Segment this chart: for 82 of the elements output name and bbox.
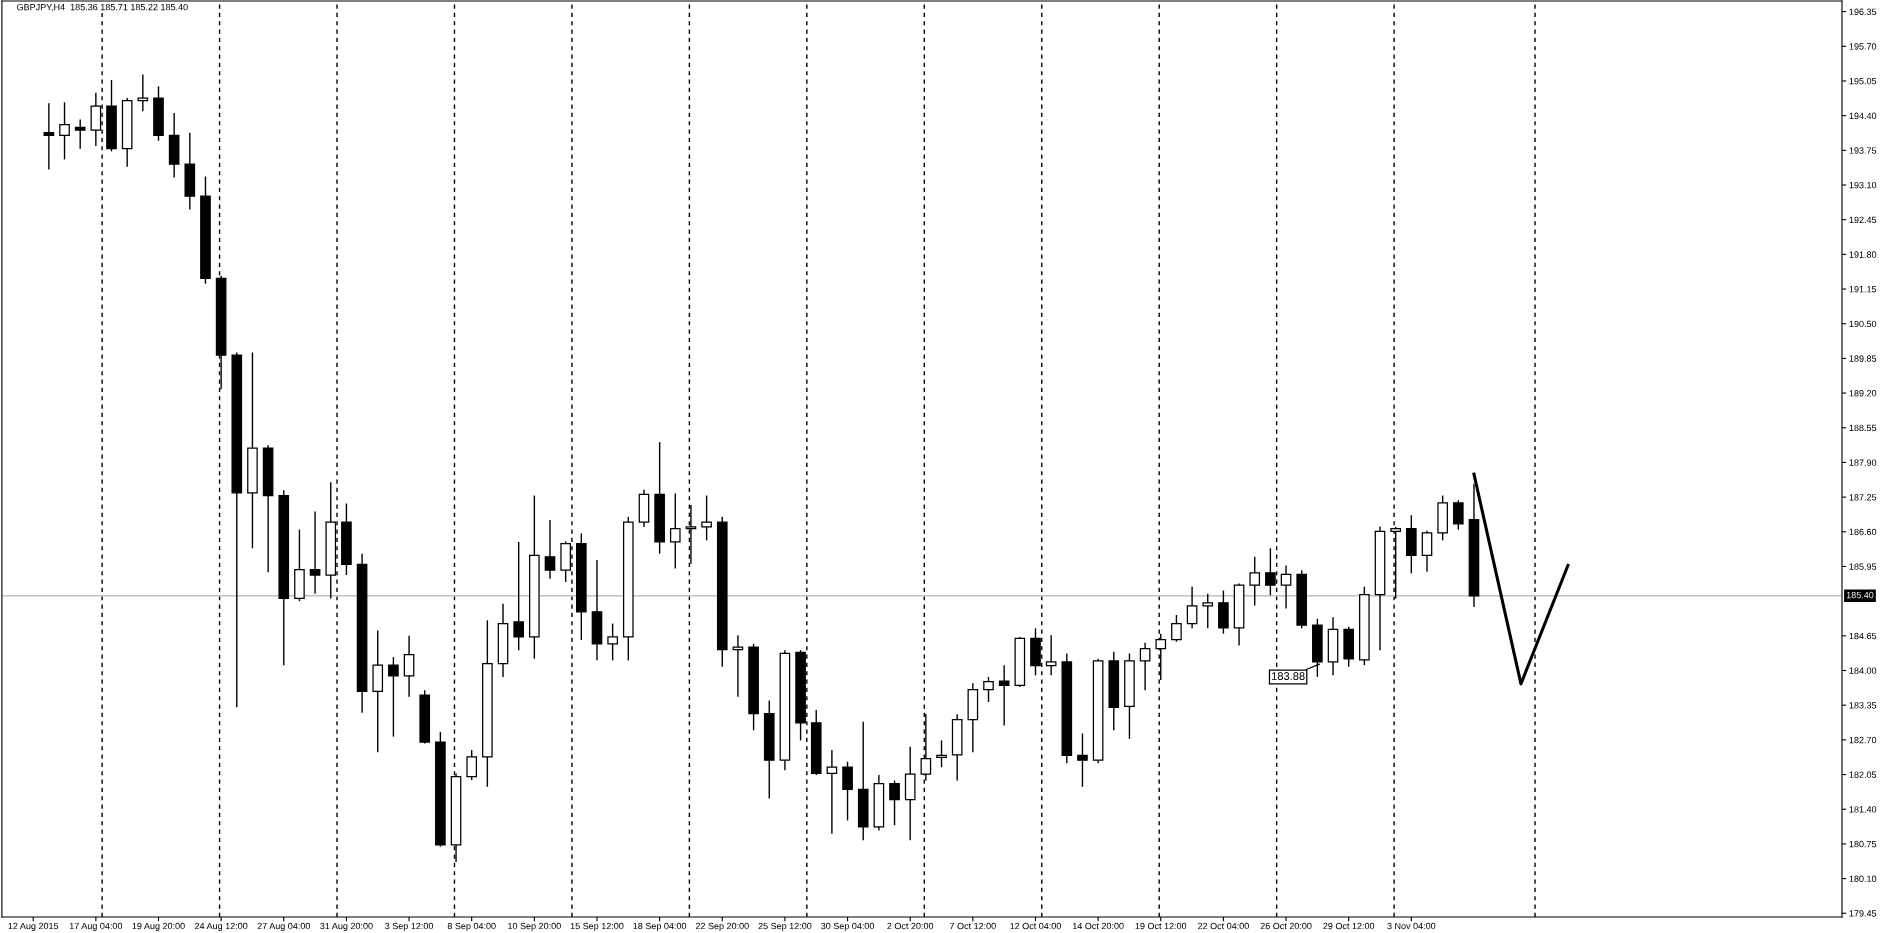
x-tick-label: 12 Aug 2015	[8, 922, 59, 931]
y-tick-label: 180.75	[1849, 840, 1877, 848]
x-tick-label: 30 Sep 04:00	[821, 922, 875, 931]
x-tick-label: 18 Sep 04:00	[633, 922, 687, 931]
annotation: 183.88	[1271, 672, 1305, 680]
candlestick	[669, 492, 681, 570]
y-tick-label: 191.80	[1849, 251, 1877, 258]
candlestick	[74, 118, 86, 150]
x-tick-label: 2 Oct 20:00	[887, 922, 934, 930]
chart-title: GBPJPY,H4 185.36 185.71 185.22 185.40	[17, 3, 188, 12]
x-tick-label: 14 Oct 20:00	[1072, 922, 1124, 930]
candlestick	[43, 102, 55, 171]
y-tick-label: 190.50	[1849, 320, 1877, 328]
x-tick-label: 8 Sep 04:00	[447, 922, 496, 931]
candlestick	[1452, 499, 1464, 531]
candlestick	[388, 656, 399, 738]
candlestick	[137, 73, 149, 113]
x-tick-label: 25 Sep 12:00	[758, 922, 812, 931]
y-tick-label: 192.45	[1849, 216, 1877, 224]
y-tick-label: 187.25	[1849, 494, 1877, 501]
candlestick	[309, 510, 321, 595]
x-tick-label: 31 Aug 20:00	[320, 922, 373, 931]
candlestick	[889, 779, 900, 826]
candlestick	[998, 664, 1010, 727]
y-tick-label: 182.05	[1849, 771, 1877, 778]
x-tick-label: 7 Oct 12:00	[949, 922, 996, 930]
candlestick	[1045, 634, 1057, 677]
y-tick-label: 188.55	[1849, 424, 1877, 432]
y-tick-label: 189.85	[1849, 355, 1877, 362]
candlestick	[1280, 564, 1292, 610]
x-tick-label: 27 Aug 04:00	[257, 922, 311, 931]
y-tick-label: 184.65	[1849, 632, 1877, 640]
y-tick-label: 184.00	[1849, 667, 1877, 674]
y-tick-label: 181.40	[1849, 806, 1877, 813]
candlestick	[1249, 556, 1261, 607]
candlestick	[826, 749, 838, 835]
candlestick	[732, 634, 744, 698]
candlestick	[842, 761, 853, 822]
y-tick-label: 179.45	[1849, 910, 1877, 917]
y-tick-label: 187.90	[1849, 459, 1877, 466]
y-tick-label: 180.10	[1849, 875, 1877, 882]
x-tick-label: 3 Sep 12:00	[385, 922, 434, 931]
candlestick	[1077, 732, 1088, 788]
y-tick-label: 191.15	[1849, 286, 1877, 293]
y-tick-label: 193.10	[1849, 181, 1877, 189]
candlestick	[513, 541, 525, 651]
x-tick-label: 19 Aug 20:00	[132, 922, 185, 931]
candlestick	[1139, 642, 1151, 691]
y-tick-label: 185.95	[1849, 563, 1877, 570]
candlestick	[701, 494, 712, 542]
y-tick-label: 195.70	[1849, 43, 1877, 50]
x-tick-label: 3 Nov 04:00	[1387, 922, 1436, 930]
x-tick-label: 10 Sep 20:00	[508, 922, 561, 931]
y-tick-label: 194.40	[1849, 112, 1877, 119]
candlestick	[936, 739, 947, 768]
candlestick	[1171, 614, 1182, 643]
x-tick-label: 24 Aug 12:00	[194, 922, 248, 931]
ref-line-label: 185.40	[1846, 591, 1874, 599]
y-tick-label: 193.75	[1849, 147, 1877, 154]
x-tick-label: 26 Oct 20:00	[1260, 922, 1312, 930]
x-tick-label: 12 Oct 04:00	[1010, 922, 1061, 930]
x-tick-label: 17 Aug 04:00	[69, 922, 123, 931]
candlestick	[983, 676, 994, 703]
candlestick	[607, 622, 618, 662]
y-tick-label: 195.05	[1849, 77, 1877, 85]
candlestick	[59, 101, 70, 161]
x-tick-label: 19 Oct 12:00	[1135, 922, 1187, 930]
y-tick-label: 183.35	[1849, 702, 1877, 709]
y-tick-label: 186.60	[1849, 528, 1877, 536]
y-tick-label: 182.70	[1849, 736, 1877, 744]
candlestick	[403, 635, 415, 698]
x-tick-label: 22 Oct 04:00	[1198, 922, 1249, 930]
candlestick	[1202, 592, 1214, 630]
x-tick-label: 22 Sep 20:00	[695, 922, 749, 931]
y-tick-label: 196.35	[1849, 8, 1877, 15]
y-tick-label: 189.20	[1849, 390, 1877, 397]
candlestick	[466, 749, 478, 781]
x-tick-label: 15 Sep 12:00	[570, 922, 624, 931]
candlestick	[544, 519, 556, 580]
candlestick	[1186, 586, 1198, 630]
candlestick	[1421, 530, 1433, 573]
x-tick-label: 29 Oct 12:00	[1323, 922, 1375, 930]
